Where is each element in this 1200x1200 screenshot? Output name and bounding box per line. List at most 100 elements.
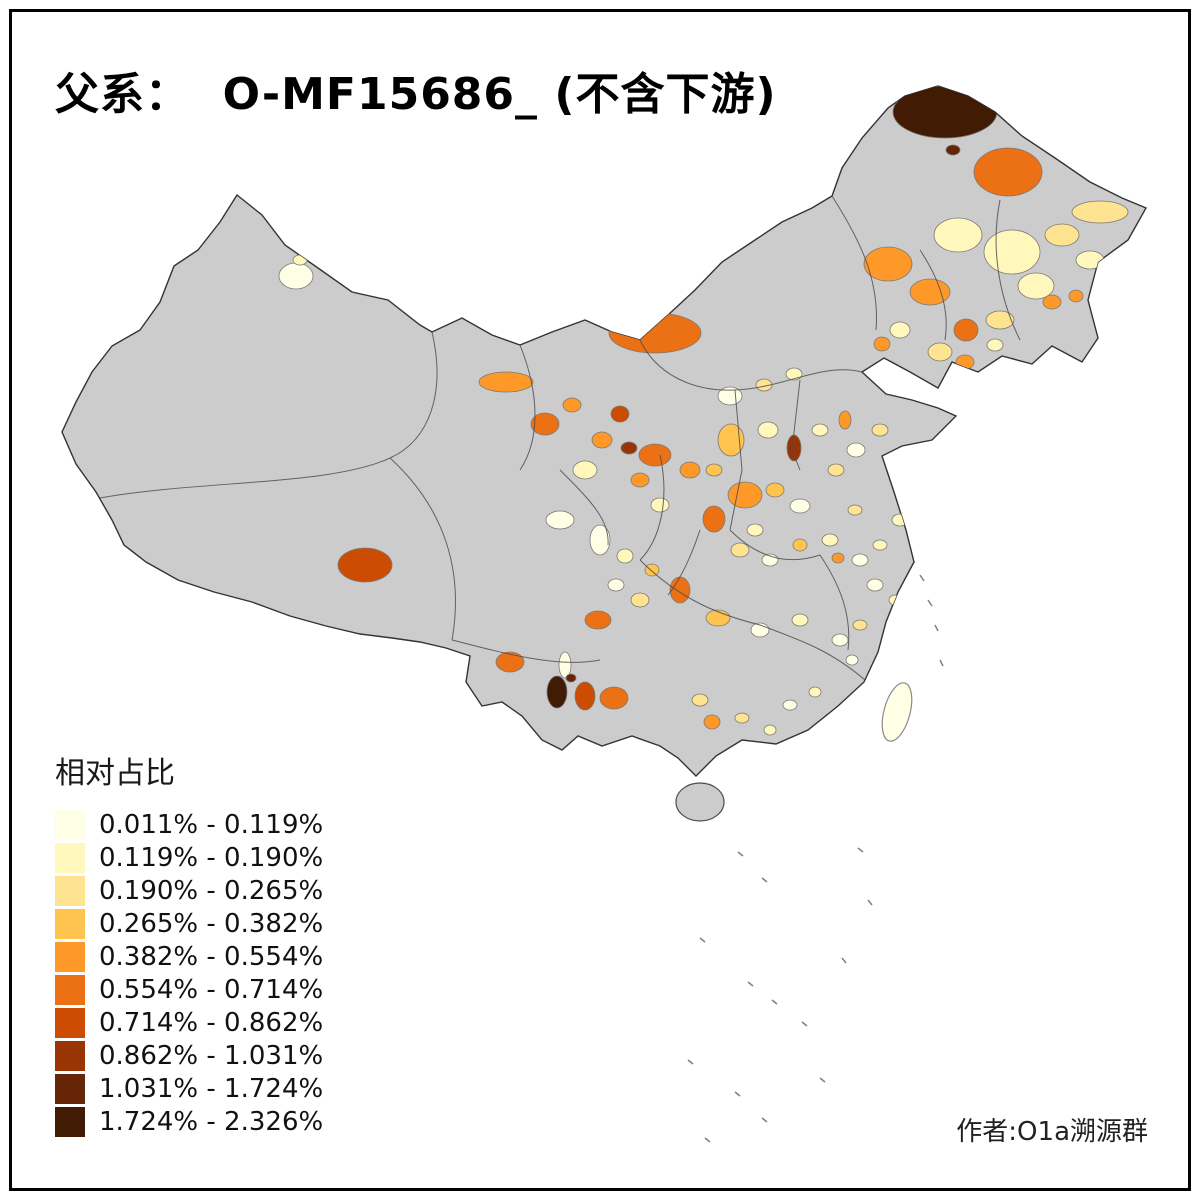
map-region xyxy=(607,578,625,592)
map-region xyxy=(909,278,951,306)
legend: 相对占比 0.011% - 0.119% 0.119% - 0.190% 0.1… xyxy=(55,748,323,1138)
map-region xyxy=(746,523,764,537)
map-region xyxy=(705,463,723,477)
map-region xyxy=(821,533,839,547)
map-region xyxy=(811,423,829,437)
legend-item: 0.714% - 0.862% xyxy=(55,1006,323,1039)
map-region xyxy=(785,367,803,381)
map-region xyxy=(630,592,650,608)
map-region xyxy=(955,354,975,370)
legend-swatch xyxy=(55,1040,85,1071)
map-region xyxy=(650,497,670,513)
map-region xyxy=(782,699,798,711)
legend-swatch xyxy=(55,941,85,972)
taiwan-island xyxy=(881,682,913,742)
page-title: 父系： O-MF15686_ (不含下游) xyxy=(55,69,777,120)
map-region xyxy=(851,553,869,567)
map-region xyxy=(847,504,863,516)
map-region xyxy=(1044,223,1080,247)
map-region xyxy=(871,423,889,437)
map-region xyxy=(953,318,979,342)
map-region xyxy=(927,342,953,362)
legend-label: 0.119% - 0.190% xyxy=(99,842,324,873)
map-region xyxy=(702,505,726,533)
hainan-island xyxy=(675,782,725,822)
legend-item: 1.724% - 2.326% xyxy=(55,1105,323,1138)
map-region xyxy=(872,539,888,551)
map-region xyxy=(866,578,884,592)
legend-title: 相对占比 xyxy=(55,756,175,791)
map-region xyxy=(892,86,998,139)
map-region xyxy=(986,338,1004,352)
map-region xyxy=(591,431,613,449)
legend-label: 0.011% - 0.119% xyxy=(99,809,324,840)
legend-swatch xyxy=(55,1106,85,1137)
legend-swatch xyxy=(55,809,85,840)
map-region xyxy=(763,724,777,736)
legend-label: 1.031% - 1.724% xyxy=(99,1073,324,1104)
legend-swatch xyxy=(55,1073,85,1104)
map-region xyxy=(572,460,598,480)
map-region xyxy=(808,686,822,698)
south-sea-islets xyxy=(687,574,944,1143)
legend-item: 0.190% - 0.265% xyxy=(55,874,323,907)
map-region xyxy=(292,254,308,266)
legend-swatch xyxy=(55,1007,85,1038)
map-region xyxy=(562,397,582,413)
map-region xyxy=(546,675,568,709)
legend-label: 0.382% - 0.554% xyxy=(99,941,324,972)
legend-label: 1.724% - 2.326% xyxy=(99,1106,324,1137)
map-region xyxy=(765,482,785,498)
map-region xyxy=(1042,294,1062,310)
map-region xyxy=(608,312,702,354)
map-region xyxy=(831,633,849,647)
map-region xyxy=(530,412,560,436)
map-region xyxy=(495,651,525,673)
legend-label: 0.554% - 0.714% xyxy=(99,974,324,1005)
map-region xyxy=(679,461,701,479)
map-region xyxy=(703,714,721,730)
legend-item: 0.554% - 0.714% xyxy=(55,973,323,1006)
legend-swatch xyxy=(55,908,85,939)
map-region xyxy=(789,498,811,514)
map-region xyxy=(792,538,808,552)
map-region xyxy=(558,651,572,679)
map-region xyxy=(1075,250,1105,270)
map-region xyxy=(1071,200,1129,224)
map-region xyxy=(644,563,660,577)
legend-item: 0.119% - 0.190% xyxy=(55,841,323,874)
map-region xyxy=(337,547,393,583)
map-region xyxy=(705,609,731,627)
map-region xyxy=(638,443,672,467)
map-region xyxy=(973,147,1043,197)
map-region xyxy=(891,513,909,527)
map-region xyxy=(727,481,763,509)
map-region xyxy=(791,613,809,627)
map-region xyxy=(983,229,1041,275)
map-region xyxy=(691,693,709,707)
china-mainland-shape xyxy=(61,85,1147,777)
map-region xyxy=(933,217,983,253)
map-region xyxy=(863,246,913,282)
map-region xyxy=(616,548,634,564)
map-region xyxy=(873,336,891,352)
map-region xyxy=(1068,289,1084,303)
map-region xyxy=(838,410,852,430)
map-region xyxy=(620,441,638,455)
map-region xyxy=(730,542,750,558)
map-region xyxy=(478,371,534,393)
map-region xyxy=(278,262,314,290)
map-region xyxy=(831,552,845,564)
map-region xyxy=(669,576,691,604)
legend-swatch xyxy=(55,842,85,873)
map-region xyxy=(786,434,802,462)
map-region xyxy=(584,610,612,630)
legend-item: 1.031% - 1.724% xyxy=(55,1072,323,1105)
map-region xyxy=(734,712,750,724)
map-region xyxy=(545,510,575,530)
legend-item: 0.011% - 0.119% xyxy=(55,808,323,841)
map-region xyxy=(610,405,630,423)
map-region xyxy=(589,524,611,556)
